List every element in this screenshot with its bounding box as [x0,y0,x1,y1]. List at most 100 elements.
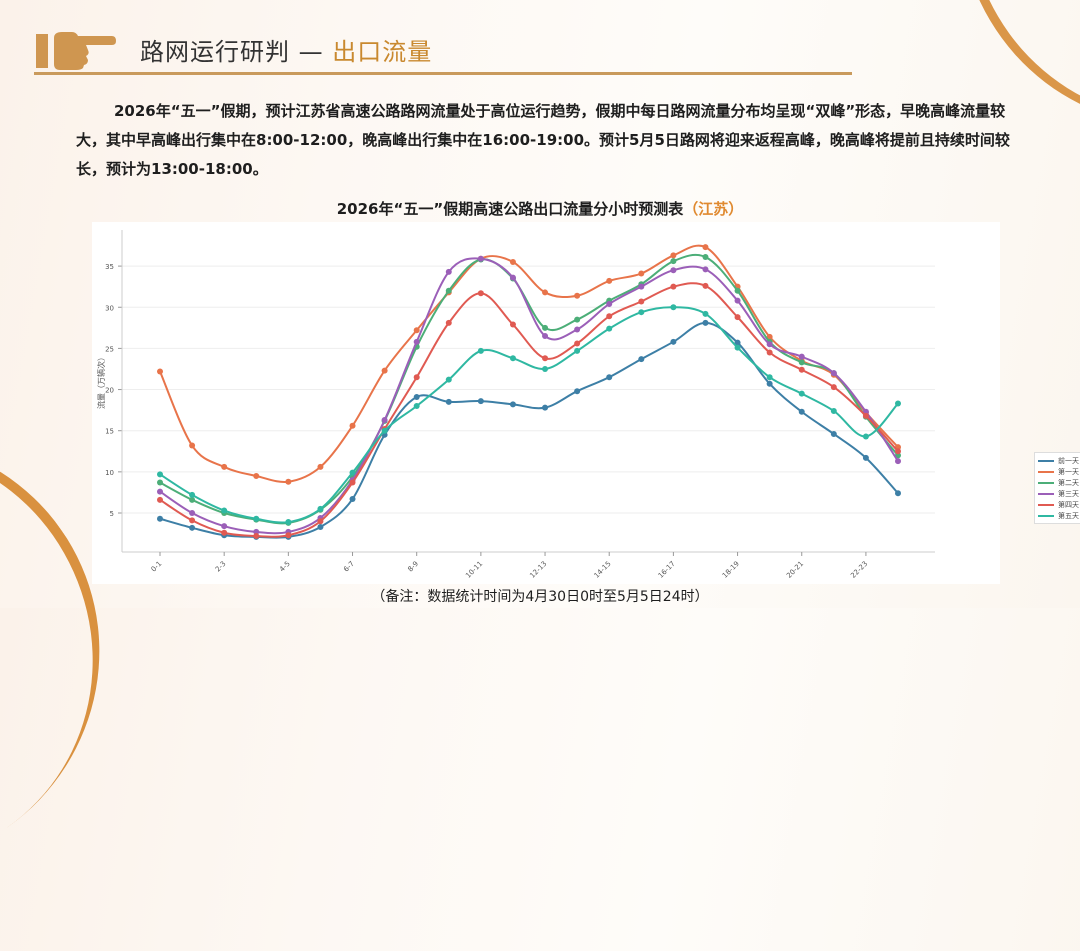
data-point [638,283,645,290]
data-point [349,479,356,486]
series-第三天 [157,255,901,535]
data-point [413,393,420,400]
data-point [477,255,484,262]
data-point [830,407,837,414]
data-point [445,268,452,275]
data-point [702,266,709,273]
data-point [798,353,805,360]
chart-title: 2026年“五一”假期高速公路出口流量分小时预测表（江苏） [0,198,1080,219]
y-tick-label: 10 [105,469,114,477]
data-point [317,523,324,530]
data-point [895,458,901,465]
data-point [830,370,837,377]
legend-swatch [1038,459,1054,462]
data-point [670,252,677,259]
data-point [895,490,901,497]
data-point [670,283,677,290]
legend-item: 第五天 [1038,510,1080,521]
data-point [542,365,549,372]
data-point [862,433,869,440]
data-point [413,403,420,410]
legend-label: 前一天 [1058,456,1079,465]
data-point [189,524,196,531]
data-point [606,374,613,381]
data-point [221,507,228,514]
data-point [862,412,869,419]
data-point [638,309,645,316]
legend-swatch [1038,514,1054,517]
legend-swatch [1038,481,1054,484]
data-point [381,427,388,434]
data-point [638,298,645,305]
data-point [702,244,709,251]
data-point [702,282,709,289]
data-point [798,408,805,415]
data-point [253,472,260,479]
data-point [574,316,581,323]
y-tick-label: 5 [110,510,114,518]
x-tick-label: 2-3 [214,560,228,574]
legend-item: 第二天 [1038,477,1080,488]
data-point [574,388,581,395]
data-point [766,341,773,348]
data-point [542,333,549,340]
x-tick-label: 18-19 [721,560,741,580]
series-第五天 [157,304,901,526]
data-point [670,258,677,265]
y-tick-label: 15 [105,428,114,436]
legend-swatch [1038,503,1054,506]
series-第四天 [157,282,901,540]
data-point [574,347,581,354]
title-accent: 出口流量 [332,38,433,66]
x-tick-label: 20-21 [785,560,805,580]
data-point [606,313,613,320]
data-point [381,417,388,424]
data-point [734,287,741,294]
data-point [157,488,163,495]
data-point [413,327,420,334]
data-point [477,347,484,354]
data-point [157,515,163,522]
data-point [606,300,613,307]
data-point [349,469,356,476]
data-point [221,529,228,536]
data-point [862,454,869,461]
chart-title-accent: （江苏） [683,200,744,218]
data-point [670,338,677,345]
data-point [830,384,837,391]
data-point [285,532,292,539]
pointing-hand-icon [36,32,116,70]
page-header: 路网运行研判 — 出口流量 [36,26,856,76]
line-chart: 5 10 15 20 25 30 35 流量（万辆次） 0-1 2-3 4-5 6-7 8-9 10-11… [92,222,1080,584]
data-point [285,519,292,526]
data-point [253,528,260,535]
data-point [798,390,805,397]
data-point [509,355,516,362]
x-tick-label: 12-13 [528,560,548,580]
data-point [895,448,901,455]
legend-item: 第四天 [1038,499,1080,510]
data-point [221,523,228,530]
chart-legend: 前一天 第一天 第二天 第三天 第四天 第五天 [1034,452,1080,524]
data-point [895,400,901,407]
data-point [638,356,645,363]
data-point [253,533,260,540]
y-tick-label: 30 [105,304,114,312]
data-point [349,496,356,503]
title-main: 路网运行研判 — [140,38,333,66]
header-divider [34,72,852,75]
data-point [606,277,613,284]
footnote: （备注：数据统计时间为4月30日0时至5月5日24时） [371,589,709,605]
legend-label: 第一天 [1058,467,1079,476]
series-line [159,306,899,524]
data-point [157,368,163,375]
legend-swatch [1038,492,1054,495]
x-tick-label: 8-9 [406,560,420,574]
data-point [606,325,613,332]
data-point [766,380,773,387]
data-point [253,515,260,522]
data-point [221,463,228,470]
y-axis-label: 流量（万辆次） [96,353,106,409]
data-point [477,290,484,297]
series-line [159,257,899,535]
